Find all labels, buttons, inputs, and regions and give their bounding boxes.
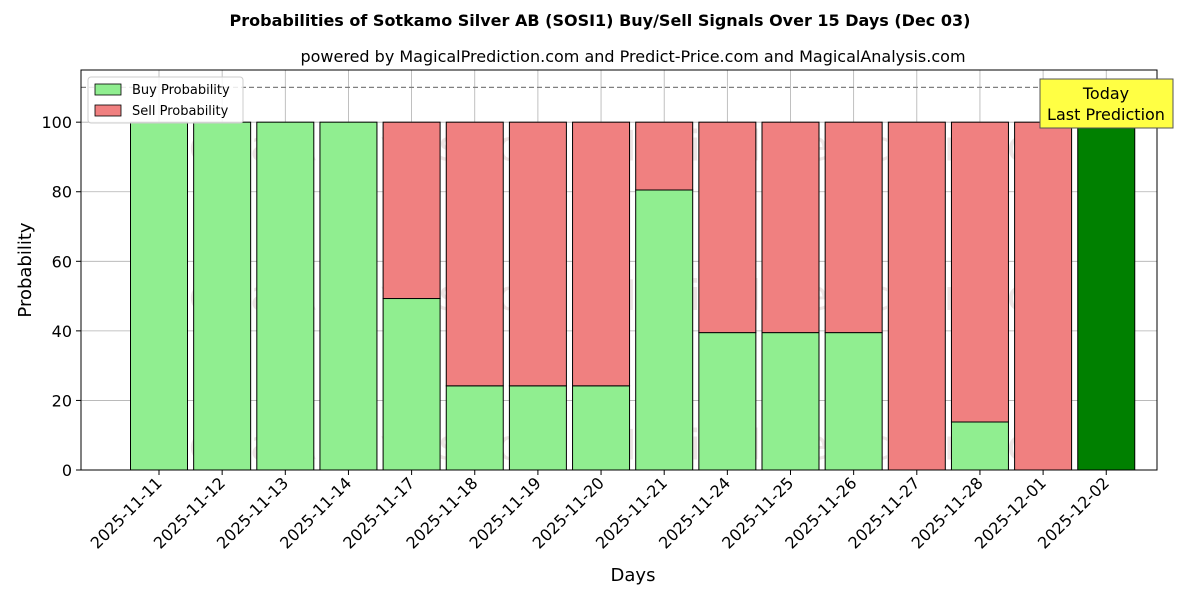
annotation-box [1039,78,1174,129]
y-tick-label: 60 [52,252,72,271]
buy-bar [824,332,883,471]
y-tick-label: 20 [52,391,72,410]
sell-bar [635,121,694,191]
legend-sell-label: Sell Probability [132,104,229,119]
legend-buy-swatch [94,83,122,96]
buy-bar [130,121,188,471]
buy-bar [256,121,315,471]
buy-bar [698,332,757,471]
legend-sell-swatch [94,104,122,117]
y-tick-label: 40 [52,322,72,341]
buy-bar [445,385,504,471]
annotation-line2: Last Prediction [1047,105,1165,124]
y-tick-label: 80 [52,183,72,202]
legend: Buy Probability Sell Probability [87,76,244,124]
buy-bar [635,189,694,471]
sell-bar [508,121,567,387]
sell-bar [761,121,820,334]
sell-bar [572,121,631,387]
buy-bar [572,385,631,471]
bars [130,121,1136,471]
buy-bar [382,298,441,471]
sell-bar [1014,121,1073,471]
y-tick-label: 100 [41,113,72,132]
buy-bar [508,385,567,471]
chart-title: Probabilities of Sotkamo Silver AB (SOSI… [230,11,971,30]
chart-subtitle: powered by MagicalPrediction.com and Pre… [300,47,965,66]
sell-bar [824,121,883,334]
plot-frame [80,69,1158,471]
legend-buy-label: Buy Probability [132,83,230,98]
annotation-line1: Today [1082,84,1129,103]
sell-bar [698,121,757,334]
buy-bar [1077,121,1136,471]
x-axis-label: Days [611,565,656,586]
buy-bar [193,121,252,471]
sell-bar [887,121,946,471]
y-tick-label: 0 [62,461,72,480]
sell-bar [382,121,441,300]
buy-bar [761,332,820,471]
legend-box [87,76,244,124]
y-axis-label: Probability [15,222,36,317]
sell-bar [950,121,1009,423]
buy-bar [950,421,1009,471]
buy-bar [319,121,378,471]
today-annotation: Today Last Prediction [1039,78,1174,129]
sell-bar [445,121,504,387]
